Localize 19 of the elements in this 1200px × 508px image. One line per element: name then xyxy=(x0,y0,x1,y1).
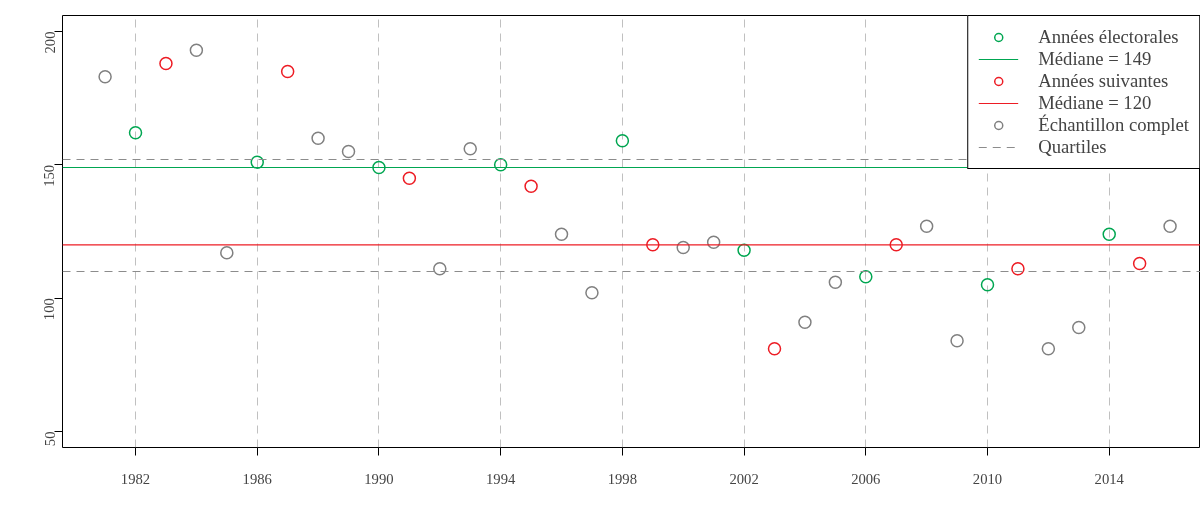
y-tick-label: 100 xyxy=(41,298,58,321)
y-tick-label: 200 xyxy=(41,31,58,54)
y-tick-label: 150 xyxy=(41,164,58,187)
x-tick-label: 1998 xyxy=(607,470,638,487)
legend-label: Médiane = 149 xyxy=(1038,48,1152,70)
legend-label: Années suivantes xyxy=(1038,70,1169,92)
x-tick-label: 2002 xyxy=(729,470,759,487)
ref-line-label: Quartiles xyxy=(1038,136,1107,158)
x-tick-label: 1986 xyxy=(242,470,272,487)
y-tick-label: 50 xyxy=(41,431,58,447)
x-tick-label: 1990 xyxy=(364,470,394,487)
x-tick-label: 2006 xyxy=(851,470,881,487)
legend-label: Échantillon complet xyxy=(1038,114,1189,136)
legend-label: Médiane = 120 xyxy=(1038,92,1152,114)
x-tick-label: 2010 xyxy=(972,470,1003,487)
x-tick-label: 1994 xyxy=(486,470,516,487)
x-tick-label: 2014 xyxy=(1094,470,1125,487)
x-tick-label: 1982 xyxy=(120,470,151,487)
legend-label: Années électorales xyxy=(1038,26,1179,48)
